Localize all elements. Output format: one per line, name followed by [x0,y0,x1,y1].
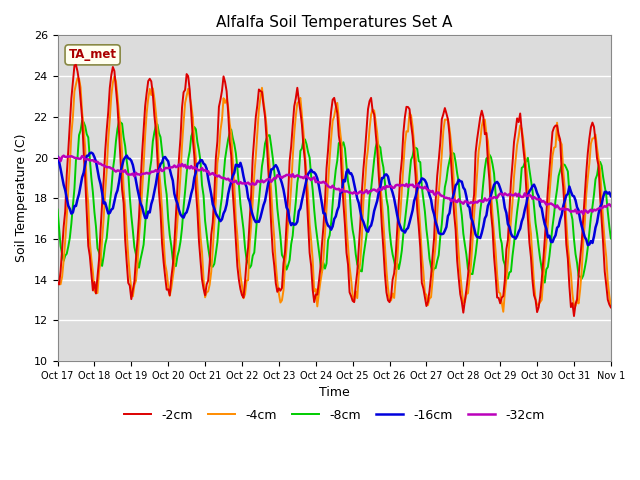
-32cm [70,155,78,161]
-2cm [570,313,578,319]
-8cm [401,218,409,224]
-2cm [158,240,166,246]
-16cm [607,193,614,199]
-4cm [388,290,396,296]
-2cm [388,277,396,283]
-4cm [499,309,507,314]
-8cm [158,148,166,154]
-4cm [111,73,118,79]
Line: -32cm: -32cm [58,156,611,214]
-32cm [541,199,548,205]
-8cm [78,118,86,124]
-32cm [579,211,587,217]
Line: -4cm: -4cm [58,76,611,312]
-32cm [607,203,614,209]
-2cm [541,236,548,242]
-2cm [401,114,409,120]
-32cm [54,155,61,161]
-8cm [371,157,378,163]
-16cm [69,210,77,216]
-16cm [541,222,548,228]
-16cm [401,230,409,236]
Line: -16cm: -16cm [58,153,611,245]
-4cm [401,141,409,146]
-8cm [388,252,396,257]
-4cm [543,240,550,246]
-16cm [88,150,95,156]
-2cm [54,280,61,286]
-2cm [69,79,77,85]
Legend: -2cm, -4cm, -8cm, -16cm, -32cm: -2cm, -4cm, -8cm, -16cm, -32cm [119,404,550,427]
-32cm [158,168,166,174]
Y-axis label: Soil Temperature (C): Soil Temperature (C) [15,134,28,263]
-16cm [54,154,61,160]
-8cm [541,280,548,286]
-8cm [69,203,77,208]
-2cm [607,304,614,310]
-16cm [388,190,396,195]
-4cm [54,280,61,286]
Text: TA_met: TA_met [68,48,116,61]
Line: -8cm: -8cm [58,121,611,283]
X-axis label: Time: Time [319,386,349,399]
-2cm [371,111,378,117]
-16cm [158,160,166,166]
-2cm [72,62,80,68]
Line: -2cm: -2cm [58,65,611,316]
-4cm [371,108,378,113]
-4cm [607,303,614,309]
-4cm [69,114,77,120]
Title: Alfalfa Soil Temperatures Set A: Alfalfa Soil Temperatures Set A [216,15,452,30]
-8cm [54,206,61,212]
-32cm [371,187,378,192]
-4cm [158,207,166,213]
-32cm [401,183,409,189]
-16cm [584,242,591,248]
-32cm [388,185,396,191]
-16cm [371,208,378,214]
-32cm [60,153,67,158]
-8cm [607,236,614,241]
-8cm [543,266,550,272]
